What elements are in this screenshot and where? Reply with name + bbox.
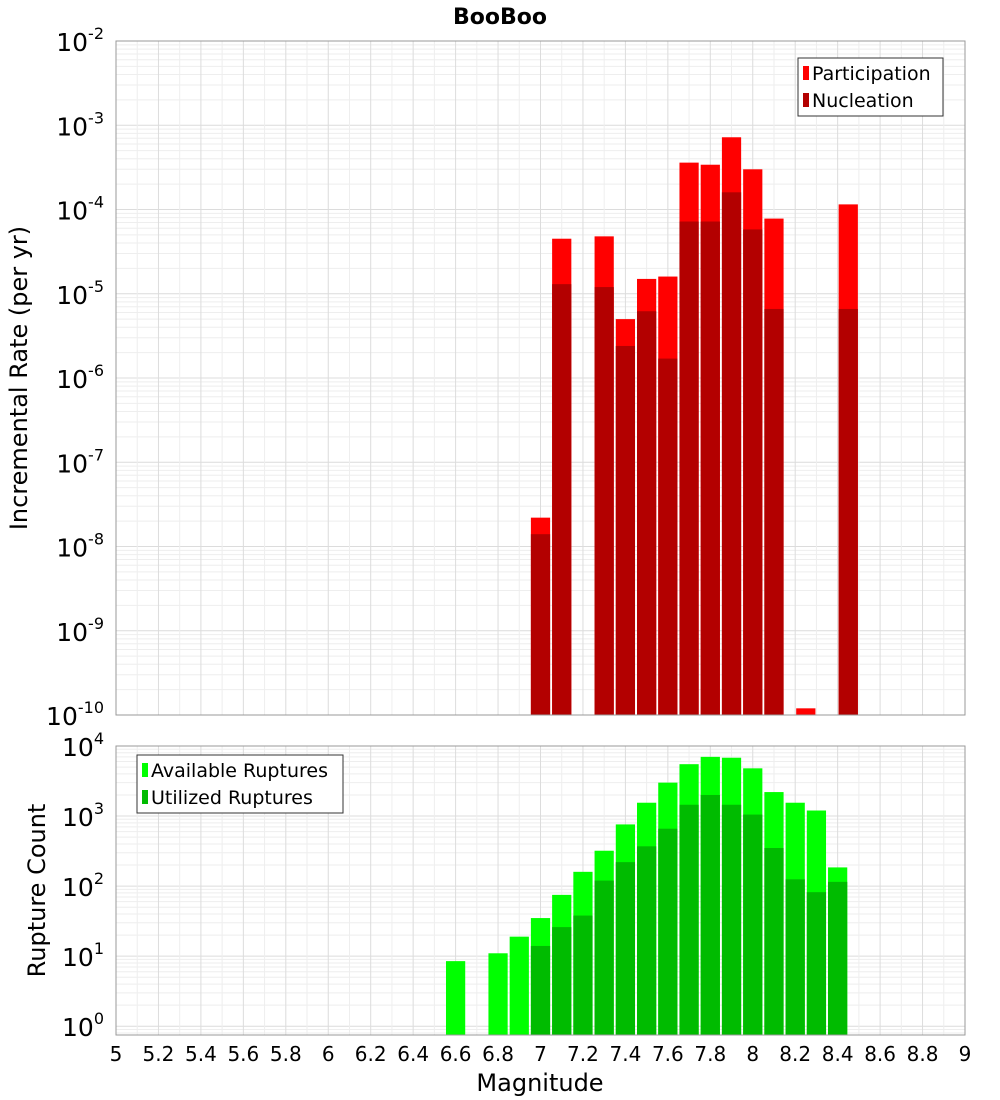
legend-swatch bbox=[142, 763, 148, 777]
bar bbox=[796, 708, 816, 715]
bar bbox=[530, 945, 551, 1035]
x-tick-label: 6 bbox=[322, 1042, 335, 1066]
legend-label: Nucleation bbox=[812, 90, 914, 112]
x-tick-label: 6.8 bbox=[482, 1042, 514, 1066]
legend: Participation Nucleation bbox=[797, 57, 944, 117]
bar bbox=[658, 358, 678, 715]
y-tick-label: 103 bbox=[62, 799, 104, 832]
y-tick-label: 100 bbox=[62, 1009, 104, 1042]
plot-2: 100 101 102 103 104 Rupture Count Available Ru… bbox=[23, 729, 966, 1042]
bar bbox=[573, 915, 593, 1035]
bar bbox=[594, 880, 614, 1035]
bar bbox=[743, 229, 763, 715]
bar bbox=[552, 284, 572, 715]
bar bbox=[637, 846, 657, 1035]
x-tick-label: 7.6 bbox=[652, 1042, 684, 1066]
x-tick-label: 8.6 bbox=[864, 1042, 896, 1066]
legend-swatch bbox=[803, 93, 809, 107]
legend: Available Ruptures Utilized Ruptures bbox=[136, 754, 344, 814]
series-nucleation bbox=[530, 192, 858, 716]
bar bbox=[594, 287, 614, 715]
x-tick-label: 7 bbox=[534, 1042, 547, 1066]
y-axis-title: Rupture Count bbox=[23, 804, 51, 978]
bar bbox=[806, 892, 827, 1035]
x-tick-label: 5.8 bbox=[270, 1042, 302, 1066]
y-tick-label: 10-2 bbox=[56, 24, 104, 57]
legend-swatch bbox=[142, 790, 148, 804]
x-tick-label: 6.4 bbox=[397, 1042, 429, 1066]
x-tick-label: 9 bbox=[959, 1042, 972, 1066]
bar bbox=[488, 953, 508, 1035]
x-tick-label: 5.2 bbox=[143, 1042, 175, 1066]
bar bbox=[764, 848, 784, 1035]
plot-area-border bbox=[115, 40, 966, 716]
bar bbox=[679, 221, 699, 716]
x-tick-label: 8.2 bbox=[779, 1042, 811, 1066]
y-tick-label: 10-7 bbox=[56, 445, 104, 478]
bar bbox=[838, 308, 858, 715]
y-tick-label: 10-9 bbox=[56, 614, 104, 647]
y-tick-label: 101 bbox=[62, 939, 104, 972]
y-tick-label: 10-5 bbox=[56, 277, 104, 310]
x-tick-label: 8 bbox=[746, 1042, 759, 1066]
x-tick-label: 5 bbox=[110, 1042, 123, 1066]
bar bbox=[764, 308, 784, 715]
bar bbox=[637, 311, 657, 715]
bar bbox=[658, 828, 678, 1035]
bar bbox=[785, 879, 805, 1035]
bar bbox=[828, 881, 848, 1035]
x-tick-label: 7.2 bbox=[567, 1042, 599, 1066]
y-tick-label: 104 bbox=[62, 729, 104, 762]
x-tick-label: 6.2 bbox=[355, 1042, 387, 1066]
x-axis: 5 5.2 5.4 5.6 5.8 6 6.2 6.4 6.6 6.8 7 7.2 7.4 7.6 7.8 8… bbox=[110, 1042, 972, 1066]
x-tick-label: 7.4 bbox=[609, 1042, 641, 1066]
x-tick-label: 5.4 bbox=[185, 1042, 217, 1066]
x-tick-label: 8.4 bbox=[822, 1042, 854, 1066]
series-utilized bbox=[530, 794, 848, 1035]
bar bbox=[445, 961, 466, 1035]
x-tick-label: 5.6 bbox=[227, 1042, 259, 1066]
legend-box bbox=[136, 754, 344, 814]
bar bbox=[615, 345, 636, 715]
bar bbox=[700, 221, 720, 716]
chart-title: BooBoo bbox=[453, 5, 547, 30]
y-tick-label: 10-10 bbox=[46, 698, 104, 731]
y-axis-title: Incremental Rate (per yr) bbox=[5, 226, 33, 530]
y-tick-label: 10-4 bbox=[56, 193, 104, 226]
bar bbox=[552, 927, 572, 1035]
bar bbox=[530, 534, 551, 715]
x-tick-label: 8.8 bbox=[907, 1042, 939, 1066]
legend-label: Participation bbox=[812, 63, 931, 85]
bar bbox=[700, 794, 720, 1035]
legend-box bbox=[797, 57, 944, 117]
bar bbox=[509, 936, 529, 1035]
x-tick-label: 6.6 bbox=[440, 1042, 472, 1066]
bar bbox=[721, 804, 742, 1035]
plot-area-border bbox=[115, 745, 966, 1036]
bar bbox=[721, 192, 742, 716]
x-tick-label: 7.8 bbox=[694, 1042, 726, 1066]
legend-label: Available Ruptures bbox=[151, 760, 328, 782]
y-tick-label: 10-8 bbox=[56, 530, 104, 563]
x-axis-title: Magnitude bbox=[476, 1069, 603, 1097]
legend-swatch bbox=[803, 66, 809, 80]
y-tick-label: 102 bbox=[62, 869, 104, 902]
plot-1: 10-10 10-9 10-8 10-7 10-6 10-5 10-4 10-3 10-2 Inc… bbox=[5, 24, 966, 731]
bar bbox=[615, 862, 636, 1035]
y-tick-label: 10-6 bbox=[56, 361, 104, 394]
y-tick-label: 10-3 bbox=[56, 108, 104, 141]
bar bbox=[743, 814, 763, 1035]
legend-label: Utilized Ruptures bbox=[151, 787, 313, 809]
bar bbox=[679, 804, 699, 1035]
